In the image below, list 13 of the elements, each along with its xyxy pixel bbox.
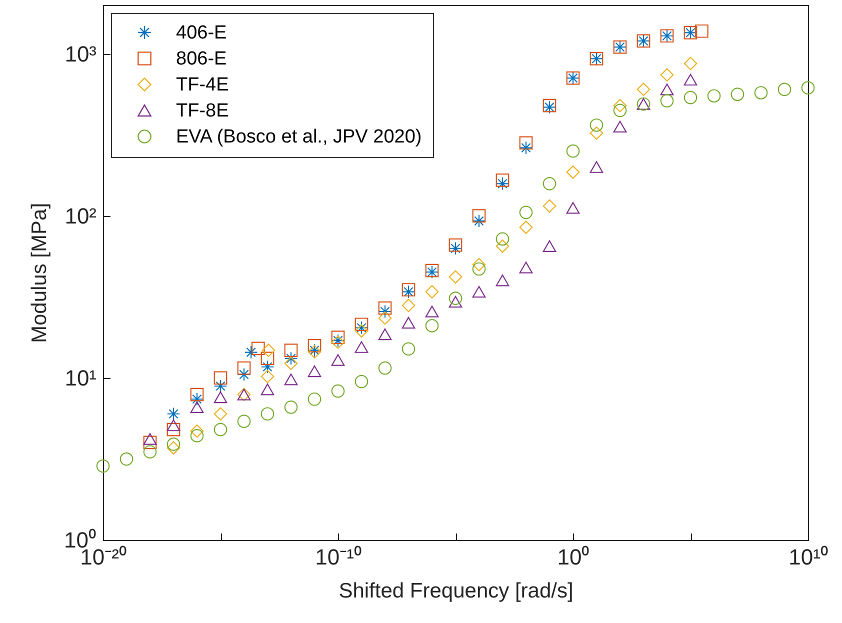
y-tick-label: 10² xyxy=(64,203,96,228)
y-tick-label: 10³ xyxy=(64,41,96,66)
legend-label: EVA (Bosco et al., JPV 2020) xyxy=(176,126,422,148)
x-tick-label: 10⁻¹⁰ xyxy=(315,544,362,570)
y-tick-label: 10¹ xyxy=(64,365,96,390)
legend-label: TF-8E xyxy=(176,100,229,122)
legend-label: 406-E xyxy=(176,22,227,44)
y-axis-title: Modulus [MPa] xyxy=(28,202,52,344)
x-tick-label: 10⁰ xyxy=(557,544,590,570)
legend-label: 806-E xyxy=(176,48,227,70)
x-axis-title: Shifted Frequency [rad/s] xyxy=(338,580,574,602)
legend-label: TF-4E xyxy=(176,74,229,96)
x-tick-label: 10¹⁰ xyxy=(788,544,828,570)
